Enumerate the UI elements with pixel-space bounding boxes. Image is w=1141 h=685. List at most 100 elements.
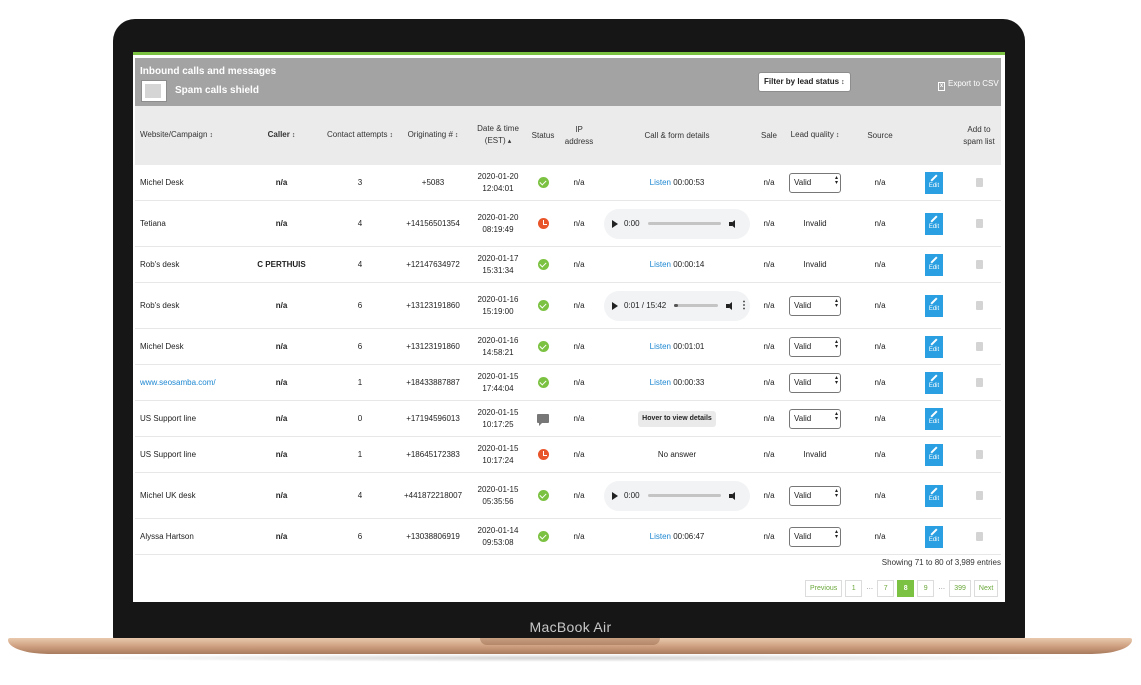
col-datetime[interactable]: Date & time (EST) ▴ — [471, 106, 525, 165]
caller: n/a — [238, 282, 325, 329]
lead-quality: Invalid — [781, 246, 849, 283]
col-contact-attempts[interactable]: Contact attempts ↕ — [325, 106, 395, 165]
audio-time: 0:00 — [624, 218, 640, 228]
add-to-spam-icon[interactable] — [975, 259, 983, 269]
table-row: Rob's desk n/a 6 +13123191860 2020-01-16 15:1… — [135, 282, 1001, 329]
previous-page-button[interactable]: Previous — [805, 580, 843, 597]
table-row: Michel UK desk n/a 4 +441872218007 2020-01-1… — [135, 472, 1001, 519]
add-to-spam-icon[interactable] — [975, 341, 983, 351]
pencil-icon — [930, 214, 938, 223]
add-to-spam-icon[interactable] — [975, 531, 983, 541]
ip-address: n/a — [561, 436, 597, 473]
sort-icon: ↕ — [209, 132, 213, 139]
website-campaign[interactable]: www.seosamba.com/ — [140, 377, 216, 387]
audio-seek-bar[interactable] — [647, 222, 721, 225]
call-time: 14:58:21 — [482, 347, 514, 357]
play-icon[interactable] — [612, 491, 618, 500]
listen-link[interactable]: Listen — [649, 341, 671, 351]
device-label: MacBook Air — [529, 619, 612, 635]
edit-cell: Edit — [911, 400, 957, 437]
sort-icon: ↕ — [835, 132, 840, 139]
edit-label: Edit — [928, 182, 940, 189]
lead-quality-select[interactable]: Valid — [789, 485, 841, 506]
page-button[interactable]: 7 — [877, 580, 895, 597]
edit-button[interactable]: Edit — [925, 407, 943, 430]
page-button[interactable]: 399 — [949, 580, 971, 597]
lead-quality-select[interactable]: Valid — [789, 526, 841, 547]
col-caller[interactable]: Caller ↕ — [238, 106, 325, 165]
add-to-spam-icon[interactable] — [975, 490, 983, 500]
listen-link[interactable]: Listen — [649, 377, 671, 387]
sort-icon: ↕ — [291, 132, 296, 139]
add-to-spam-icon[interactable] — [975, 377, 983, 387]
website-campaign: Rob's desk — [140, 300, 180, 310]
edit-button[interactable]: Edit — [925, 294, 943, 317]
audio-player[interactable]: 0:01 / 15:42 ⋮ — [604, 290, 750, 321]
page-button[interactable]: 8 — [897, 580, 915, 597]
source: n/a — [849, 282, 911, 329]
sort-icon: ↕ — [389, 132, 393, 139]
col-edit — [911, 106, 957, 165]
add-to-spam-icon[interactable] — [975, 449, 983, 459]
col-originating[interactable]: Originating # ↕ — [395, 106, 471, 165]
call-status — [525, 518, 561, 555]
edit-button[interactable]: Edit — [925, 525, 943, 548]
hover-details[interactable]: Hover to view details — [638, 410, 716, 427]
audio-player[interactable]: 0:00 — [604, 480, 750, 511]
call-status — [525, 400, 561, 437]
audio-seek-bar[interactable] — [674, 304, 718, 307]
next-page-button[interactable]: Next — [973, 580, 999, 597]
website-campaign: Alyssa Hartson — [140, 531, 194, 541]
audio-seek-bar[interactable] — [647, 494, 721, 497]
sale: n/a — [757, 282, 781, 329]
sale: n/a — [757, 165, 781, 201]
col-lead-quality[interactable]: Lead quality ↕ — [781, 106, 849, 165]
lead-quality-select[interactable]: Valid — [789, 172, 841, 193]
col-website[interactable]: Website/Campaign ↕ — [135, 106, 238, 165]
lead-quality: Valid — [781, 472, 849, 519]
listen-link[interactable]: Listen — [649, 531, 671, 541]
add-to-spam-icon[interactable] — [975, 177, 983, 187]
edit-cell: Edit — [911, 165, 957, 201]
edit-button[interactable]: Edit — [925, 484, 943, 507]
website-campaign: Tetiana — [140, 218, 166, 228]
edit-label: Edit — [928, 495, 940, 502]
page-button[interactable]: 1 — [845, 580, 863, 597]
call-details: No answer — [597, 436, 757, 473]
listen-link[interactable]: Listen — [649, 259, 671, 269]
edit-button[interactable]: Edit — [925, 371, 943, 394]
add-to-spam-icon[interactable] — [975, 300, 983, 310]
caller: C PERTHUIS — [238, 246, 325, 283]
export-csv-link[interactable]: x Export to CSV — [938, 79, 999, 91]
pencil-icon — [930, 255, 938, 264]
edit-button[interactable]: Edit — [925, 253, 943, 276]
more-options-icon[interactable]: ⋮ — [739, 299, 749, 311]
volume-icon[interactable] — [726, 301, 735, 310]
add-spam-cell — [957, 200, 1001, 247]
lead-quality-select[interactable]: Valid — [789, 336, 841, 357]
edit-button[interactable]: Edit — [925, 335, 943, 358]
add-to-spam-icon[interactable] — [975, 218, 983, 228]
spam-shield-toggle[interactable] — [141, 80, 167, 102]
page-button[interactable]: 9 — [917, 580, 935, 597]
call-datetime: 2020-01-14 09:53:08 — [471, 518, 525, 555]
lead-quality-select[interactable]: Valid — [789, 408, 841, 429]
col-website-label: Website/Campaign — [140, 130, 208, 139]
entries-info: Showing 71 to 80 of 3,989 entries — [881, 558, 1001, 567]
volume-icon[interactable] — [729, 491, 738, 500]
call-datetime: 2020-01-16 15:19:00 — [471, 282, 525, 329]
listen-link[interactable]: Listen — [649, 177, 671, 187]
contact-attempts: 4 — [325, 472, 395, 519]
ip-address: n/a — [561, 246, 597, 283]
volume-icon[interactable] — [729, 219, 738, 228]
edit-button[interactable]: Edit — [925, 443, 943, 466]
play-icon[interactable] — [612, 301, 618, 310]
lead-quality-select[interactable]: Valid — [789, 372, 841, 393]
edit-button[interactable]: Edit — [925, 171, 943, 194]
call-status — [525, 472, 561, 519]
play-icon[interactable] — [612, 219, 618, 228]
audio-player[interactable]: 0:00 — [604, 208, 750, 239]
lead-quality-select[interactable]: Valid — [789, 295, 841, 316]
filter-lead-status-button[interactable]: Filter by lead status ↕ — [758, 72, 851, 92]
edit-button[interactable]: Edit — [925, 212, 943, 235]
